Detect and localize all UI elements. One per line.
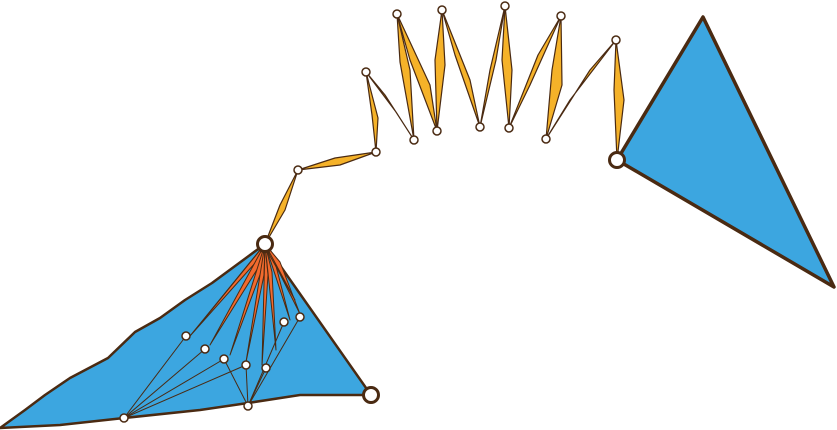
joint-node: [541, 134, 551, 144]
joint-node: [243, 401, 253, 411]
joint-node: [261, 363, 271, 373]
blue-triangle: [615, 15, 836, 289]
joint-node: [293, 165, 303, 175]
connector-line: [245, 364, 249, 407]
yellow-link-chain: [264, 5, 625, 245]
joint-node-large: [256, 235, 274, 253]
joint-node: [437, 5, 447, 15]
joint-node: [432, 126, 442, 136]
connector-line: [247, 316, 301, 407]
chain-link: [545, 15, 563, 140]
joint-node: [504, 123, 514, 133]
orange-fan: [189, 243, 301, 366]
joint-node: [241, 360, 251, 370]
chain-link: [434, 9, 446, 132]
connector-lines: [123, 316, 301, 419]
chain-link: [479, 5, 506, 128]
connector-line: [123, 335, 187, 419]
joint-node: [361, 67, 371, 77]
joint-node: [295, 312, 305, 322]
chain-link: [501, 5, 513, 129]
joint-nodes: [119, 1, 626, 423]
chain-link: [297, 151, 377, 171]
chain-link: [441, 9, 481, 128]
joint-node: [219, 354, 229, 364]
joint-node: [556, 11, 566, 21]
chain-link: [613, 39, 625, 161]
fan-spike: [264, 243, 277, 351]
joint-node: [475, 122, 485, 132]
joint-node: [500, 1, 510, 11]
joint-node: [181, 331, 191, 341]
joint-node: [279, 317, 289, 327]
joint-node: [392, 9, 402, 19]
joint-node: [611, 35, 621, 45]
joint-node-large: [362, 386, 380, 404]
connector-line: [223, 358, 249, 407]
joint-node: [371, 147, 381, 157]
joint-node: [409, 135, 419, 145]
connector-line: [123, 364, 247, 419]
joint-node: [119, 413, 129, 423]
joint-node-large: [608, 151, 626, 169]
fan-spike: [204, 243, 266, 319]
chain-link: [264, 169, 299, 245]
joint-node: [200, 344, 210, 354]
connector-line: [123, 348, 206, 419]
connector-line: [123, 358, 225, 419]
